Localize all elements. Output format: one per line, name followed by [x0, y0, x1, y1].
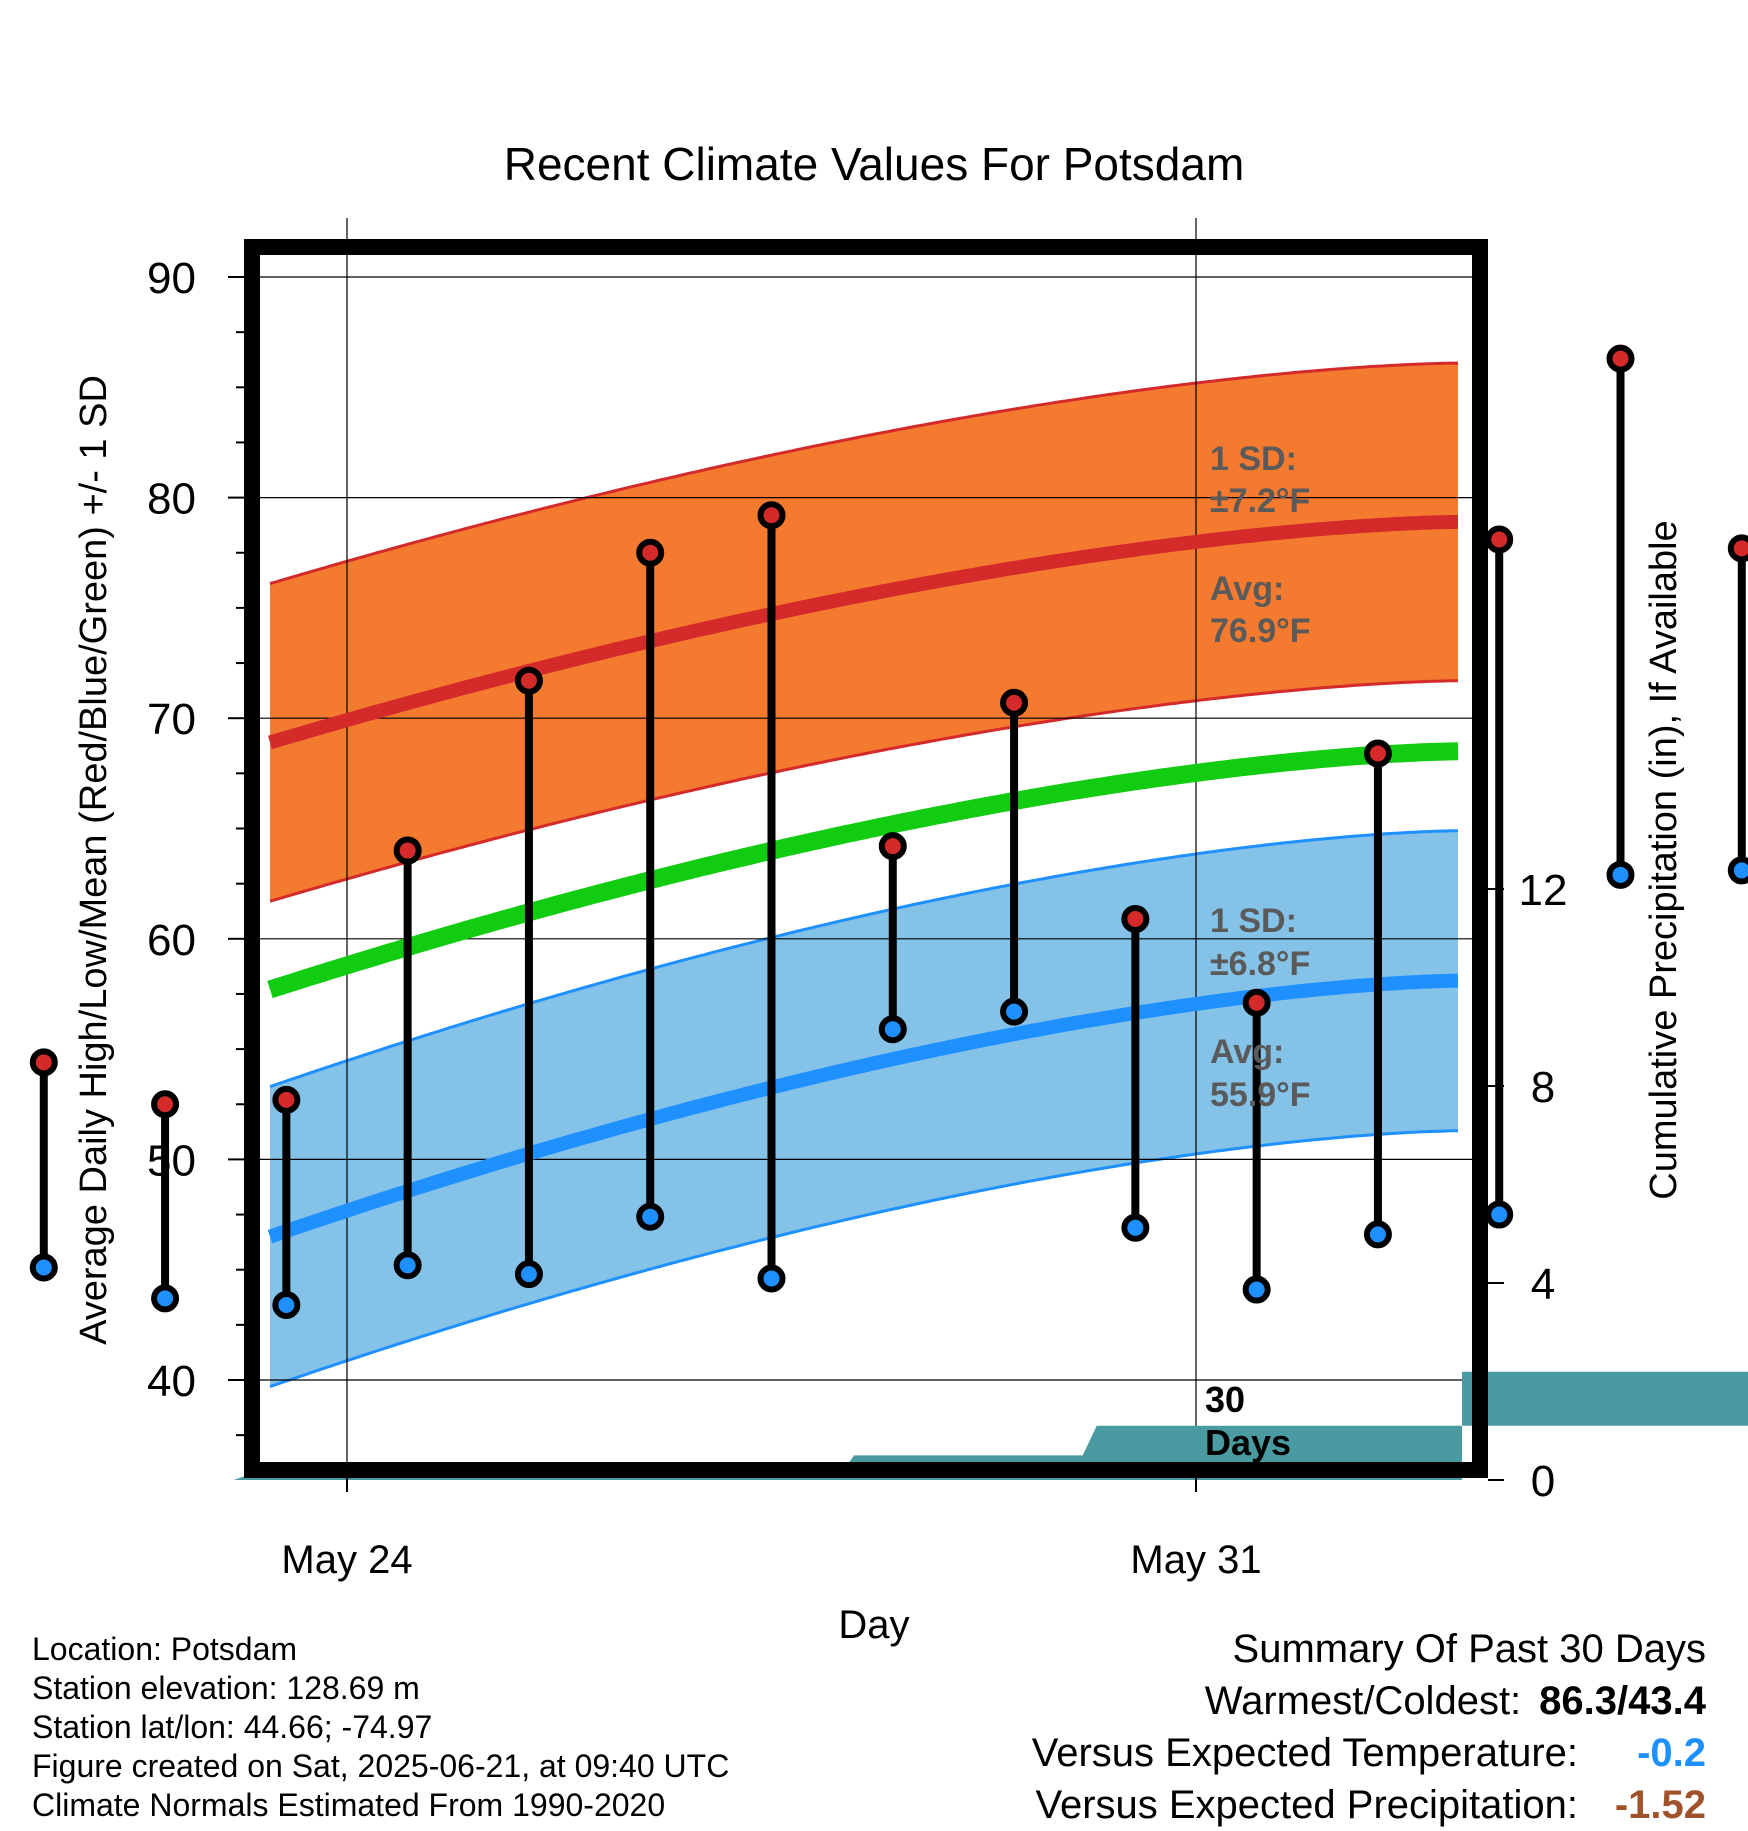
- high-point: [393, 836, 422, 865]
- low-point: [878, 1015, 907, 1044]
- y2-tick-label: 12: [1519, 866, 1568, 915]
- summary-title: Summary Of Past 30 Days: [1232, 1627, 1706, 1671]
- high-avg-value: 76.9°F: [1210, 612, 1311, 650]
- high-point: [1606, 344, 1635, 373]
- warmest-row: Warmest/Coldest: 86.3/43.4: [1032, 1675, 1706, 1727]
- high-point: [514, 666, 543, 695]
- plot-frame: [244, 239, 1488, 1478]
- high-band-lower-edge: [269, 679, 1459, 903]
- high-point: [272, 1085, 301, 1114]
- chart-title: Recent Climate Values For Potsdam: [504, 138, 1245, 190]
- low-point: [1485, 1200, 1514, 1229]
- low-point: [1000, 997, 1029, 1026]
- high-point: [1242, 988, 1271, 1017]
- y-tick-label: 90: [147, 254, 196, 303]
- latlon-text: Station lat/lon: 44.66; -74.97: [32, 1709, 433, 1745]
- y-tick-label: 40: [147, 1357, 196, 1406]
- low-point: [757, 1264, 786, 1293]
- temp-row: Versus Expected Temperature: -0.2: [1032, 1727, 1706, 1779]
- temp-label: Versus Expected Temperature:: [1031, 1731, 1578, 1775]
- high-point: [29, 1048, 58, 1077]
- y2-tick-label: 0: [1531, 1457, 1555, 1506]
- days-label-text: Days: [1205, 1422, 1291, 1463]
- high-point: [1485, 525, 1514, 554]
- low-point: [393, 1251, 422, 1280]
- x-axis-label: Day: [838, 1603, 909, 1647]
- high-point: [1000, 688, 1029, 717]
- high-point: [1363, 739, 1392, 768]
- low-point: [1363, 1220, 1392, 1249]
- days-label-number: 30: [1205, 1379, 1245, 1420]
- station-info: Location: Potsdam Station elevation: 128…: [32, 1630, 729, 1825]
- high-point: [1727, 534, 1748, 563]
- low-point: [151, 1284, 180, 1313]
- low-sd-label: 1 SD:: [1210, 902, 1297, 940]
- temp-value: -0.2: [1637, 1731, 1706, 1775]
- elevation-text: Station elevation: 128.69 m: [32, 1670, 420, 1706]
- low-avg-value: 55.9°F: [1210, 1076, 1311, 1114]
- high-avg-label: Avg:: [1210, 570, 1284, 608]
- low-band-upper-edge: [269, 829, 1459, 1089]
- precip-label: Versus Expected Precipitation:: [1035, 1783, 1578, 1827]
- mean-avg-line: [267, 742, 1459, 999]
- low-point: [29, 1253, 58, 1282]
- normals-text: Climate Normals Estimated From 1990-2020: [32, 1787, 666, 1823]
- precip-row: Versus Expected Precipitation: -1.52: [1032, 1779, 1706, 1831]
- warmest-label: Warmest/Coldest:: [1204, 1679, 1522, 1723]
- high-band-upper-edge: [269, 361, 1458, 586]
- location-text: Location: Potsdam: [32, 1631, 298, 1667]
- high-sd-label: 1 SD:: [1210, 440, 1297, 478]
- y-tick-label: 60: [147, 916, 196, 965]
- y2-axis-label: Cumulative Precipitation (in), If Availa…: [1643, 520, 1685, 1199]
- high-sd-value: ±7.2°F: [1210, 482, 1310, 520]
- summary-panel: Summary Of Past 30 Days Warmest/Coldest:…: [1032, 1623, 1706, 1831]
- precip-area: [0, 1371, 1748, 1480]
- low-point: [636, 1202, 665, 1231]
- y-tick-label: 70: [147, 695, 196, 744]
- y-tick-label: 80: [147, 475, 196, 524]
- high-point: [151, 1090, 180, 1119]
- high-avg-line: [267, 514, 1459, 750]
- high-point: [636, 538, 665, 567]
- high-point: [1121, 904, 1150, 933]
- low-point: [514, 1260, 543, 1289]
- high-point: [878, 832, 907, 861]
- low-point: [1121, 1213, 1150, 1242]
- warmest-value: 86.3/43.4: [1539, 1679, 1706, 1723]
- low-point: [1242, 1275, 1271, 1304]
- high-point: [757, 501, 786, 530]
- low-point: [1606, 860, 1635, 889]
- low-sd-value: ±6.8°F: [1210, 945, 1310, 983]
- x-tick-label: May 31: [1130, 1538, 1261, 1582]
- precip-value: -1.52: [1614, 1783, 1706, 1827]
- y-tick-label: 50: [147, 1136, 196, 1185]
- low-sd-band: [270, 830, 1458, 1387]
- y-axis-label: Average Daily High/Low/Mean (Red/Blue/Gr…: [73, 375, 115, 1345]
- x-tick-label: May 24: [281, 1538, 412, 1582]
- y2-tick-label: 4: [1531, 1260, 1555, 1309]
- y2-tick-label: 8: [1531, 1063, 1555, 1112]
- created-text: Figure created on Sat, 2025-06-21, at 09…: [32, 1748, 730, 1784]
- low-avg-label: Avg:: [1210, 1033, 1284, 1071]
- low-point: [272, 1290, 301, 1319]
- low-point: [1727, 856, 1748, 885]
